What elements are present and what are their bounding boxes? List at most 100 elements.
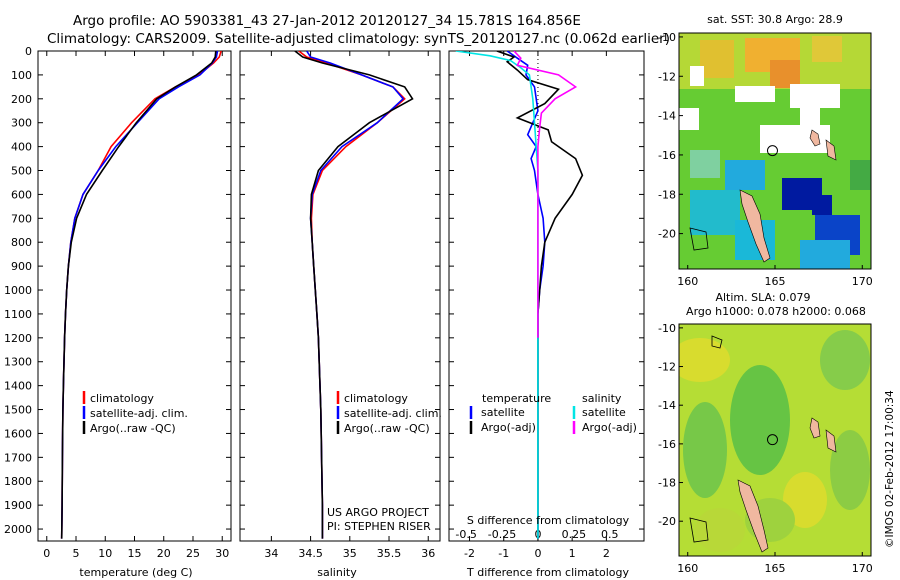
sla-map-subtitle: Argo h1000: 0.078 h2000: 0.068	[686, 305, 866, 318]
pi-label: PI: STEPHEN RISER	[327, 520, 431, 533]
map-y-tick-label: -16	[658, 149, 676, 162]
sla-map-image	[679, 324, 871, 556]
map-y-tick-label: -14	[658, 110, 676, 123]
legend-label-satellite: satellite-adj. clim.	[344, 407, 442, 420]
y-tick-label: 1100	[4, 308, 32, 321]
x-tick-label: 15	[128, 547, 142, 560]
y-tick-label: 200	[11, 93, 32, 106]
x-tick-label: 1	[569, 547, 576, 560]
legend-title-salinity: salinity	[582, 392, 622, 405]
map-y-tick-label: -12	[658, 361, 676, 374]
sla-map-panel: Altim. SLA: 0.079 Argo h1000: 0.078 h200…	[658, 291, 873, 575]
y-tick-label: 800	[11, 236, 32, 249]
legend-label-s-argo: Argo(-adj)	[582, 421, 637, 434]
s-difference-xlabel: S difference from climatology	[467, 514, 630, 527]
sla-profile-location-marker	[766, 434, 778, 446]
series-line-argo-raw-qc	[60, 51, 217, 539]
series-line-argo-raw-qc	[294, 51, 414, 539]
sst-map-axes: 160 165 170 -10 -12 -14 -16 -18 -20	[658, 31, 873, 288]
map-x-tick-label: 160	[677, 562, 698, 575]
map-x-tick-label: 170	[852, 275, 873, 288]
s-tick-label: -0.25	[488, 528, 516, 541]
x-tick-label: 10	[98, 547, 112, 560]
y-tick-label: 500	[11, 165, 32, 178]
y-tick-label: 400	[11, 141, 32, 154]
legend-label-t-argo: Argo(-adj)	[481, 421, 536, 434]
map-y-tick-label: -10	[658, 322, 676, 335]
map-x-tick-label: 170	[852, 562, 873, 575]
series-line-s-argo-adj	[513, 51, 578, 338]
y-tick-label: 1500	[4, 404, 32, 417]
temperature-axes-frame	[37, 50, 232, 542]
x-tick-label: 34.5	[298, 547, 323, 560]
s-difference-x-axis: -0.5 -0.25 0 0.25 0.5	[455, 528, 618, 541]
header-line-2: Climatology: CARS2009. Satellite-adjuste…	[47, 31, 670, 47]
x-tick-label: 35.5	[377, 547, 402, 560]
y-tick-label: 1600	[4, 427, 32, 440]
difference-y-ticks	[449, 50, 644, 530]
salinity-axes-frame	[239, 50, 441, 542]
map-y-tick-label: -14	[658, 399, 676, 412]
project-label: US ARGO PROJECT	[327, 506, 429, 519]
y-tick-label: 0	[25, 45, 32, 58]
difference-axes-frame	[448, 50, 645, 542]
y-tick-label: 1700	[4, 451, 32, 464]
y-tick-label: 700	[11, 212, 32, 225]
x-tick-label: 20	[157, 547, 171, 560]
y-tick-label: 600	[11, 188, 32, 201]
y-tick-label: 1400	[4, 380, 32, 393]
legend-title-temperature: temperature	[482, 392, 551, 405]
legend-label-t-satellite: satellite	[481, 406, 525, 419]
salinity-legend: climatology satellite-adj. clim. Argo(..…	[336, 391, 442, 435]
map-y-tick-label: -16	[658, 438, 676, 451]
sla-map-axes: 160 165 170 -10 -12 -14 -16 -18 -20	[658, 322, 873, 575]
map-y-tick-label: -12	[658, 70, 676, 83]
y-tick-label: 1200	[4, 332, 32, 345]
map-x-tick-label: 165	[765, 275, 786, 288]
legend-label-satellite: satellite-adj. clim.	[90, 407, 188, 420]
t-difference-x-axis: -2 -1 0 1 2	[464, 51, 610, 560]
s-tick-label: 0.25	[562, 528, 587, 541]
x-tick-label: -2	[464, 547, 475, 560]
legend-label-s-satellite: satellite	[582, 406, 626, 419]
x-tick-label: 2	[603, 547, 610, 560]
header-line-1: Argo profile: AO 5903381_43 27-Jan-2012 …	[73, 13, 581, 29]
s-tick-label: -0.5	[455, 528, 476, 541]
salinity-diff-legend: salinity satellite Argo(-adj)	[572, 392, 637, 434]
t-difference-xlabel: T difference from climatology	[466, 566, 629, 579]
difference-panel: -2 -1 0 1 2 -0.5 -0.25 0 0.25 0.5 S difference f…	[448, 50, 645, 579]
salinity-lines	[294, 51, 414, 539]
x-tick-label: 0	[534, 547, 541, 560]
legend-label-argo: Argo(..raw -QC)	[344, 422, 430, 435]
difference-lines	[455, 51, 584, 541]
map-y-tick-label: -18	[658, 188, 676, 201]
y-tick-label: 1800	[4, 475, 32, 488]
x-tick-label: 30	[215, 547, 229, 560]
y-tick-label: 1900	[4, 499, 32, 512]
salinity-xlabel: salinity	[317, 566, 357, 579]
sst-map-panel: sat. SST: 30.8 Argo: 28.9	[658, 13, 873, 288]
sst-map-image	[679, 33, 871, 269]
legend-label-argo: Argo(..raw -QC)	[90, 422, 176, 435]
map-x-tick-label: 160	[677, 275, 698, 288]
x-tick-label: 36	[421, 547, 435, 560]
sst-map-title: sat. SST: 30.8 Argo: 28.9	[707, 13, 843, 26]
map-y-tick-label: -20	[658, 515, 676, 528]
y-tick-label: 1000	[4, 284, 32, 297]
temperature-xlabel: temperature (deg C)	[79, 566, 192, 579]
map-y-tick-label: -10	[658, 31, 676, 44]
salinity-y-ticks	[240, 50, 440, 530]
x-tick-label: 34	[264, 547, 278, 560]
x-tick-label: 35	[343, 547, 357, 560]
temperature-lines	[60, 51, 222, 539]
salinity-panel: 34 34.5 35 35.5 36 salinity climatology sate…	[239, 50, 442, 579]
imos-credit: ©IMOS 02-Feb-2012 17:00:34	[884, 390, 896, 548]
map-x-tick-label: 165	[765, 562, 786, 575]
depth-axis: 0 100 200 300 400 500 600 700 800 900 1000 1100 1200…	[4, 45, 231, 536]
temperature-panel: 0100200300400500600700800900100011001200…	[4, 45, 232, 579]
x-tick-label: 5	[73, 547, 80, 560]
map-y-tick-label: -20	[658, 228, 676, 241]
series-line-s-satellite	[455, 51, 539, 539]
salinity-x-axis: 34 34.5 35 35.5 36	[264, 51, 435, 560]
